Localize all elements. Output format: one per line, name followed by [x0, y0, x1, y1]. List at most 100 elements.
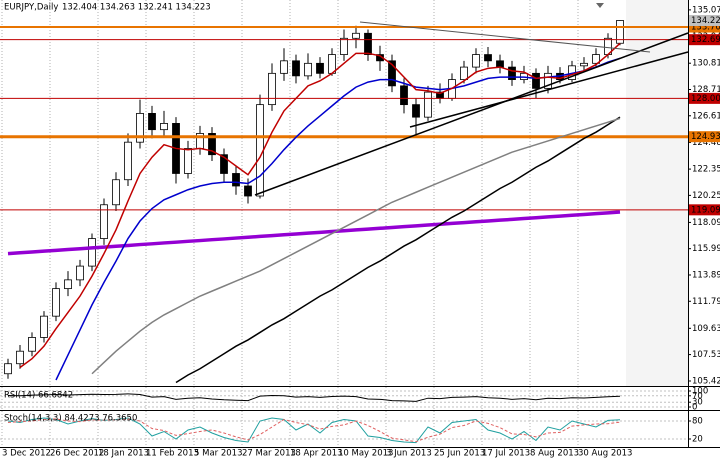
y-tick-label: 126.610	[692, 111, 720, 121]
plot-layer	[0, 0, 691, 447]
candle-body	[280, 60, 288, 74]
trend-line	[409, 51, 689, 128]
candle-body	[160, 123, 168, 131]
y-tick-label: 115.990	[692, 244, 720, 254]
candle-body	[76, 265, 84, 281]
ohlc-text: 132.404 134.263 132.241 134.223	[62, 3, 211, 13]
y-tick-label: 20	[692, 435, 703, 445]
candle-body	[184, 148, 192, 174]
x-tick-label: 25 Jun 2013	[434, 449, 485, 459]
x-tick-label: 3 Dec 2012	[2, 449, 51, 459]
price-level-label: 124.939	[691, 132, 720, 142]
y-tick-label: 109.630	[692, 324, 720, 334]
x-tick-label: 17 Jul 2013	[482, 449, 530, 459]
candle-body	[148, 112, 156, 131]
price-level-box	[689, 21, 720, 33]
candle-body	[616, 20, 624, 44]
price-level-label: 133.700	[691, 23, 720, 33]
x-tick-label: 10 May 2013	[338, 449, 393, 459]
price-level-box	[689, 131, 720, 143]
candle-body	[88, 238, 96, 267]
candle-body	[400, 85, 408, 106]
y-tick-label: 100	[692, 387, 708, 397]
candle-body	[220, 154, 228, 174]
chart-shift-area	[626, 0, 688, 386]
y-tick-label: 128.710	[692, 85, 720, 95]
candle-body	[340, 37, 348, 55]
labels-layer: 135.070132.940130.810128.710126.610124.4…	[2, 5, 720, 459]
y-tick-label: 124.480	[692, 138, 720, 148]
y-tick-label: 105.420	[692, 376, 720, 386]
candle-body	[40, 315, 48, 338]
candle-body	[256, 104, 264, 197]
candle-body	[580, 62, 588, 67]
candle-body	[592, 54, 600, 64]
candle-body	[52, 288, 60, 317]
x-tick-label: 11 Feb 2013	[146, 449, 199, 459]
y-tick-label: 118.090	[692, 218, 720, 228]
candle-body	[304, 62, 312, 77]
candle-body	[424, 91, 432, 118]
candle-body	[136, 112, 144, 143]
y-tick-label: 30	[692, 398, 703, 408]
y-tick-label: 107.530	[692, 350, 720, 360]
indicator-line	[7, 210, 621, 256]
stoch-title: Stoch(14,3,3) 84.4273 76.3650	[4, 414, 137, 424]
x-tick-label: 30 Aug 2013	[578, 449, 632, 459]
candle-body	[28, 337, 36, 352]
x-tick-label: 8 Aug 2013	[530, 449, 579, 459]
candle-body	[496, 60, 504, 68]
indicator-line	[19, 42, 621, 369]
candle-body	[508, 66, 516, 81]
y-tick-label: 0	[692, 403, 697, 413]
trend-line	[254, 32, 689, 196]
price-level-label: 134.223	[691, 16, 720, 26]
candle-body	[388, 60, 396, 87]
price-level-box	[689, 14, 720, 26]
x-tick-label: 18 Jan 2013	[98, 449, 149, 459]
y-tick-label: 111.790	[692, 297, 720, 307]
candle-body	[64, 279, 72, 290]
candle-body	[232, 173, 240, 187]
indicator-line	[7, 393, 621, 402]
y-tick-label: 122.350	[692, 165, 720, 175]
candle-body	[268, 72, 276, 106]
candle-body	[460, 66, 468, 81]
x-tick-label: 5 Mar 2013	[194, 449, 242, 459]
rsi-title: RSI(14) 66.6842	[4, 391, 73, 401]
x-tick-label: 27 Mar 2013	[242, 449, 296, 459]
y-tick-label: 120.250	[692, 191, 720, 201]
candle-body	[208, 133, 216, 156]
y-tick-label: 80	[692, 417, 703, 427]
candle-body	[112, 179, 120, 206]
x-tick-label: 26 Dec 2012	[50, 449, 104, 459]
candle-body	[124, 141, 132, 181]
indicator-line	[55, 57, 621, 381]
y-tick-label: 113.890	[692, 270, 720, 280]
candle-body	[316, 62, 324, 74]
candle-body	[4, 363, 12, 375]
price-level-box	[689, 34, 720, 46]
candle-body	[532, 72, 540, 89]
trend-lines	[254, 21, 689, 196]
price-level-box	[689, 92, 720, 104]
chart-menu-arrow[interactable]	[596, 3, 604, 8]
y-tick-label: 130.810	[692, 59, 720, 69]
symbol-title: EURJPY,Daily	[4, 3, 58, 13]
indicator-line	[175, 116, 621, 384]
candle-body	[364, 32, 372, 55]
indicator-line	[91, 117, 621, 375]
price-level-label: 132.690	[691, 35, 720, 45]
candle-body	[292, 60, 300, 77]
price-level-label: 128.000	[691, 94, 720, 104]
candle-body	[472, 54, 480, 68]
indicator-line	[7, 418, 621, 443]
candle-body	[16, 350, 24, 365]
candle-body	[544, 72, 552, 89]
price-level-box	[689, 204, 720, 216]
candle-body	[244, 185, 252, 197]
trend-line	[359, 21, 651, 53]
y-tick-label: 70	[692, 391, 703, 401]
y-tick-label: 135.070	[692, 5, 720, 15]
